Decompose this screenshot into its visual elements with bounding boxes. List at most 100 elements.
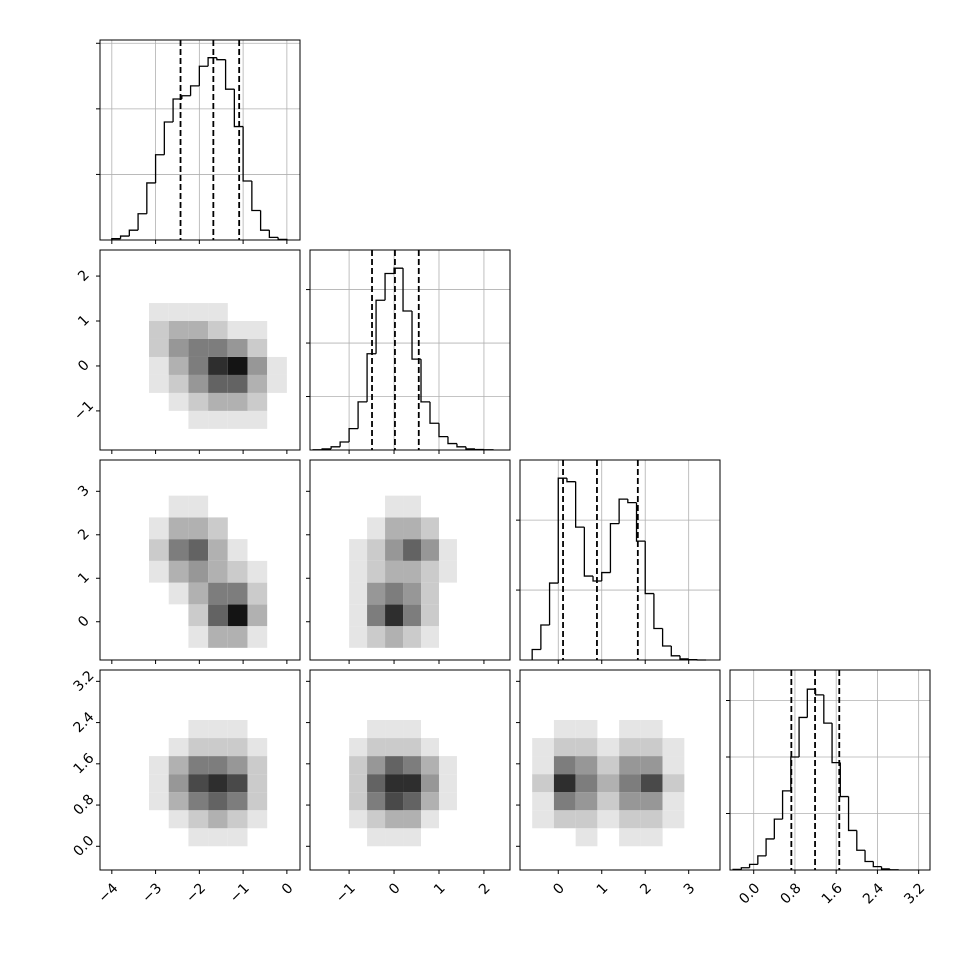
x-tick-label: 1 [431,880,449,898]
density-cell [554,828,576,846]
density-cell [168,392,189,411]
histogram-step [375,299,386,354]
histogram-step [137,213,147,231]
density-cell [168,560,189,583]
density-cell [403,517,422,540]
density-cell [331,539,349,561]
density-cell [421,539,439,561]
density-cell [457,539,475,561]
density-cell [208,496,228,518]
histogram-step [609,522,620,573]
density-cell [168,582,189,605]
histogram-step [601,571,611,581]
density-cell [439,626,457,648]
y-tick-label: 3 [75,482,93,500]
density-cell [129,474,149,496]
y-tick-label: 2.4 [70,709,97,736]
histogram-step [814,689,824,696]
y-tick-label: 1.6 [70,750,97,777]
density-cell [438,539,457,561]
density-cell [619,792,641,811]
density-cell [575,828,598,847]
density-cell [208,604,228,627]
density-cell [575,720,598,739]
density-cell [227,410,248,429]
density-cell [367,738,386,757]
density-cell [553,792,576,811]
density-cell [208,321,228,339]
density-cell [247,374,268,393]
density-cell [421,810,439,829]
density-cell [349,702,367,720]
density-cell [208,828,228,847]
density-cell [169,702,189,720]
y-tick-label: −1 [71,398,97,424]
density-cell [168,321,189,339]
panel-frame [309,249,511,451]
histogram-step [679,655,689,660]
density-cell [267,738,287,756]
histogram-step [339,441,350,447]
density-cell [247,496,267,518]
histogram-step [420,359,430,403]
density-cell [619,774,641,793]
histogram-step [831,723,841,764]
density-cell [331,517,349,539]
density-cell [457,583,475,605]
panel-frame [99,669,301,871]
density-cell [421,702,439,720]
density-cell [208,738,228,757]
density-cell [129,285,149,303]
density-cell [641,702,663,720]
density-cell [188,374,209,393]
density-cell [684,756,706,774]
density-cell [385,810,404,829]
density-cell [349,828,367,846]
density-cell [168,539,189,561]
density-cell [247,560,268,583]
density-cell [684,828,706,846]
density-cell [149,702,169,720]
density-cell [367,582,386,605]
histogram-step [864,850,874,863]
density-cell [129,604,149,626]
histogram-step [740,867,750,870]
density-cell [228,517,248,539]
density-cell [385,539,404,561]
density-cell [208,410,228,429]
histogram-step [548,582,559,626]
density-cell [247,792,268,811]
density-cell [149,321,169,339]
density-cell [367,560,386,583]
density-cell [385,792,404,811]
density-cell [129,810,149,828]
density-cell [403,604,422,627]
density-cell [349,738,368,757]
density-cell [267,474,287,496]
density-cell [267,517,287,539]
density-cell [247,720,267,738]
density-cell [331,561,349,583]
density-cell [597,774,620,793]
density-cell [267,810,287,828]
density-cell [457,810,475,828]
density-cell [149,604,169,626]
y-tick-label: 0.8 [70,792,97,819]
density-cell [129,756,149,774]
density-cell [367,810,386,829]
density-cell [267,356,287,375]
density-cell [554,702,576,720]
density-cell [149,539,169,561]
x-tick-label: 2 [637,880,655,898]
y-tick-label: 0 [75,613,93,631]
density-cell [188,560,209,583]
density-cell [247,356,268,375]
density-cell [385,774,404,793]
histogram-step [163,121,174,155]
histogram-step [384,272,395,301]
histogram-step [259,210,270,231]
y-tick-label: 0.0 [70,833,97,860]
density-cell [367,720,386,739]
density-cell [188,828,209,847]
density-cell [403,539,422,561]
